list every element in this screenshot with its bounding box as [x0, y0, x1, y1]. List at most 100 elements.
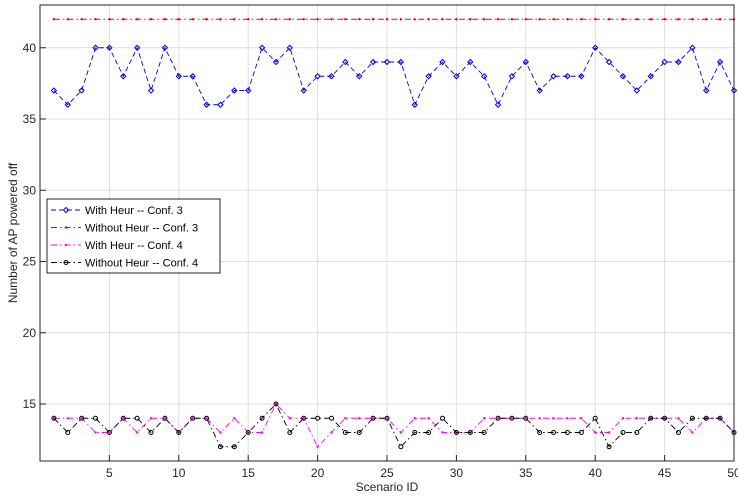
data-point	[273, 401, 279, 407]
data-point	[427, 417, 430, 420]
data-point	[356, 430, 362, 435]
data-point	[412, 430, 418, 435]
data-point	[219, 431, 222, 434]
data-point	[580, 417, 583, 420]
data-point	[580, 18, 583, 21]
x-axis-label: Scenario ID	[356, 480, 419, 494]
data-point	[649, 18, 652, 21]
series-1	[50, 44, 738, 108]
x-tick-label: 15	[242, 466, 256, 480]
legend-label: Without Heur -- Conf. 4	[85, 258, 198, 270]
data-point	[524, 18, 527, 21]
legend-item: With Heur -- Conf. 4	[51, 240, 183, 252]
data-point	[594, 18, 597, 21]
data-point	[606, 444, 612, 450]
data-point	[108, 18, 111, 21]
data-point	[675, 58, 682, 66]
data-point	[342, 430, 348, 435]
data-point	[425, 73, 432, 80]
data-point	[453, 73, 460, 80]
data-point	[204, 415, 210, 421]
data-point	[205, 417, 208, 420]
data-point	[496, 417, 500, 420]
data-point	[397, 58, 405, 66]
data-point	[370, 415, 376, 421]
data-point	[149, 18, 153, 21]
data-point	[691, 18, 694, 21]
data-point	[536, 87, 543, 94]
data-point	[550, 73, 557, 80]
x-tick-label: 10	[172, 466, 186, 480]
data-point	[718, 18, 722, 21]
data-point	[217, 101, 224, 108]
data-point	[133, 44, 141, 51]
data-point	[648, 415, 654, 421]
data-point	[385, 18, 389, 21]
data-point	[508, 73, 516, 80]
data-point	[344, 18, 347, 21]
y-axis-label: Number of AP powered off	[6, 162, 20, 303]
data-point	[260, 18, 264, 21]
data-point	[578, 430, 584, 435]
data-point	[93, 415, 99, 421]
data-point	[524, 417, 527, 420]
data-point	[52, 18, 56, 21]
data-point	[467, 58, 474, 66]
data-point	[106, 44, 113, 51]
data-point	[260, 431, 264, 434]
data-point	[120, 415, 126, 421]
data-point	[578, 73, 585, 80]
data-point	[80, 417, 83, 420]
data-point	[441, 18, 444, 21]
data-point	[244, 87, 252, 94]
data-point	[482, 18, 486, 21]
data-point	[50, 87, 58, 94]
legend-label: Without Heur -- Conf. 3	[85, 223, 198, 235]
data-point	[120, 73, 127, 80]
data-point	[205, 18, 208, 21]
data-point	[439, 58, 446, 66]
data-point	[496, 18, 500, 21]
data-point	[566, 18, 569, 21]
data-point	[134, 415, 140, 421]
data-point	[689, 415, 695, 421]
data-point	[717, 415, 723, 421]
legend-item: With Heur -- Conf. 3	[51, 205, 183, 217]
legend-box	[46, 198, 221, 274]
data-point	[399, 18, 403, 21]
data-point	[689, 44, 696, 51]
data-point	[51, 415, 57, 421]
x-tick-label: 50	[727, 466, 738, 480]
data-point	[314, 73, 321, 80]
data-point	[358, 417, 361, 420]
y-tick-label: 25	[23, 255, 37, 269]
x-tick-label: 20	[311, 466, 325, 480]
data-point	[328, 415, 334, 421]
data-point	[716, 58, 724, 66]
data-point	[619, 73, 627, 80]
data-point	[122, 417, 125, 420]
x-tick-label: 35	[519, 466, 533, 480]
x-tick-label: 30	[450, 466, 464, 480]
data-point	[302, 18, 305, 21]
data-point	[369, 58, 377, 66]
data-point	[691, 431, 694, 434]
data-point	[287, 430, 293, 435]
data-point	[552, 18, 555, 21]
legend: With Heur -- Conf. 3 Without Heur -- Conf…	[46, 198, 221, 274]
data-point	[92, 44, 99, 51]
data-point	[662, 415, 668, 421]
data-point	[272, 58, 280, 66]
data-point	[147, 87, 155, 94]
data-point	[564, 430, 570, 435]
x-tick-label: 45	[658, 466, 672, 480]
data-point	[258, 44, 266, 51]
data-point	[594, 431, 597, 434]
data-point	[537, 430, 543, 435]
data-point	[552, 417, 555, 420]
data-point	[703, 87, 710, 94]
data-point	[80, 18, 83, 21]
legend-item: Without Heur -- Conf. 3	[51, 223, 198, 235]
data-point	[592, 415, 598, 421]
data-point	[135, 431, 139, 434]
